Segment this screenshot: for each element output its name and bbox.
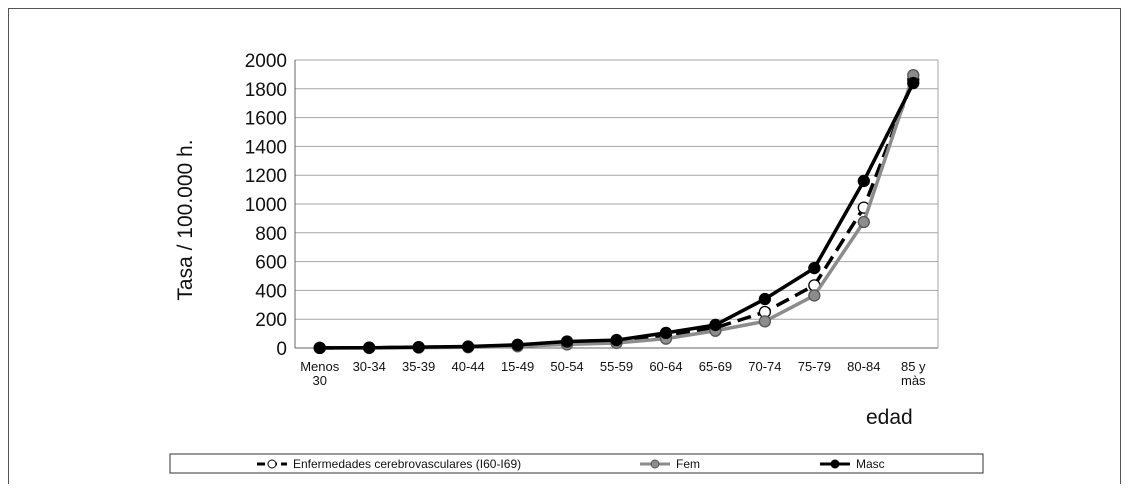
data-point [659, 326, 673, 340]
legend: Enfermedades cerebrovasculares (I60-I69)… [169, 453, 984, 474]
y-tick-label: 200 [255, 310, 287, 331]
chart-frame [8, 8, 1121, 484]
data-point [758, 292, 772, 306]
data-point [313, 341, 326, 355]
series-line [319, 74, 915, 350]
data-point [907, 76, 920, 90]
legend-label: Masc [856, 457, 885, 471]
x-tick-label: 55-59 [600, 359, 633, 374]
gridlines [294, 59, 939, 349]
legend-label: Fem [676, 457, 700, 471]
x-tick-label: 70-74 [748, 359, 781, 374]
y-tick-label: 1800 [245, 80, 287, 101]
x-axis-title: edad [866, 406, 913, 429]
data-point [758, 315, 772, 328]
x-tick-label: 40-44 [451, 359, 484, 374]
data-point [560, 335, 574, 348]
x-tick-label: 50-54 [550, 359, 583, 374]
series-lines [313, 68, 920, 355]
legend-swatch-marker [830, 459, 840, 469]
x-tick-label: 80-84 [847, 359, 880, 374]
x-tick-label: 75-79 [798, 359, 831, 374]
series-line [319, 78, 915, 350]
y-axis-title: Tasa / 100.000 h. [174, 139, 197, 300]
data-point [412, 340, 425, 354]
y-tick-label: 1600 [245, 109, 287, 130]
y-tick-label: 0 [276, 339, 287, 360]
data-point [610, 333, 623, 347]
y-tick-label: 2000 [245, 51, 287, 72]
x-tick-label: 65-69 [699, 359, 732, 374]
y-tick-label: 600 [255, 253, 287, 274]
y-tick-label: 1400 [245, 137, 287, 158]
y-tick-label: 1200 [245, 166, 287, 187]
y-tick-label: 800 [255, 224, 287, 245]
data-point [511, 338, 524, 351]
data-point [857, 174, 870, 188]
y-tick-label: 400 [255, 281, 287, 302]
series-line [319, 82, 915, 350]
legend-swatch-marker [267, 459, 277, 469]
legend-label: Enfermedades cerebrovasculares (I60-I69) [293, 457, 521, 471]
x-tick-label: Menos [300, 359, 340, 374]
y-tick-labels: 0 200 400 600 800 1000 1200 1400 1600 1800 2000 [245, 51, 287, 360]
data-point [857, 215, 870, 229]
data-point [461, 340, 475, 353]
legend-swatch-marker [650, 459, 660, 469]
x-tick-label: màs [901, 373, 926, 388]
x-tick-label: 35-39 [402, 359, 435, 374]
y-tick-label: 1000 [245, 195, 287, 216]
x-tick-label: 60-64 [649, 359, 682, 374]
x-tick-label: 30-34 [353, 359, 386, 374]
data-point [709, 318, 722, 332]
data-point [808, 289, 821, 302]
x-tick-label: 15-49 [501, 359, 534, 374]
x-tick-label: 85 y [901, 359, 926, 374]
x-tick-label: 30 [312, 373, 326, 388]
legend-box [169, 453, 984, 474]
data-point [808, 261, 821, 275]
data-point [363, 341, 376, 354]
